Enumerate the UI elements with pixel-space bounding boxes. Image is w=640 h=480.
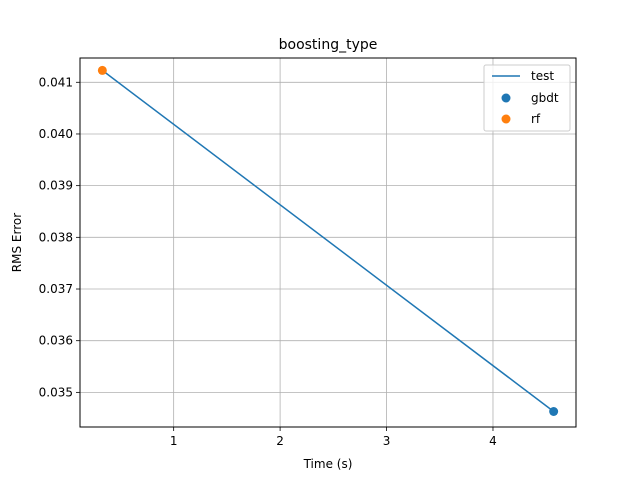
y-tick-label: 0.039 xyxy=(39,179,73,193)
x-tick-label: 4 xyxy=(489,434,497,448)
y-tick-label: 0.041 xyxy=(39,75,73,89)
x-axis-label: Time (s) xyxy=(303,457,353,471)
legend-test-label: test xyxy=(531,69,554,83)
y-tick-label: 0.038 xyxy=(39,230,73,244)
scatter-point-rf xyxy=(97,65,107,75)
y-axis-label: RMS Error xyxy=(10,213,24,272)
scatter-point-gbdt xyxy=(549,406,559,416)
series-line-test xyxy=(101,69,555,413)
x-tick-label: 2 xyxy=(276,434,284,448)
legend-gbdt-marker xyxy=(501,93,511,103)
legend: test gbdt rf xyxy=(483,64,571,132)
chart-title: boosting_type xyxy=(279,37,378,53)
legend-gbdt-label: gbdt xyxy=(531,91,559,105)
legend-rf-label: rf xyxy=(531,112,541,126)
axes-frame xyxy=(79,57,577,428)
y-tick-label: 0.035 xyxy=(39,385,73,399)
y-tick-label: 0.040 xyxy=(39,127,73,141)
x-tick-label: 3 xyxy=(383,434,391,448)
x-tick-label: 1 xyxy=(170,434,178,448)
plot-area xyxy=(97,65,559,416)
legend-rf-marker xyxy=(501,114,511,124)
ticks: 1 2 3 4 0.035 0.036 0.037 0.038 0.039 0.040 0.041 xyxy=(39,75,497,448)
y-tick-label: 0.036 xyxy=(39,334,73,348)
y-tick-label: 0.037 xyxy=(39,282,73,296)
legend-box xyxy=(483,64,571,132)
